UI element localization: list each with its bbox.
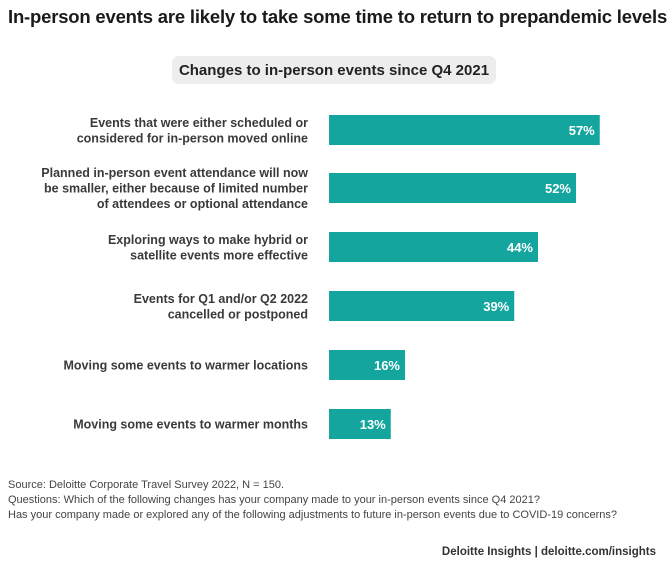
value-label-5: 16% xyxy=(374,358,400,373)
bar-1 xyxy=(329,115,600,145)
bar-4 xyxy=(329,291,515,321)
bar-5 xyxy=(329,350,405,380)
category-label-5: Moving some events to warmer locations xyxy=(63,359,308,373)
category-label-3: Exploring ways to make hybrid or satellit… xyxy=(108,233,308,263)
bar-chart: 57% Events that were either scheduled or c… xyxy=(41,115,600,439)
bar-6 xyxy=(329,409,391,439)
category-label-2: Planned in-person event attendance will … xyxy=(41,166,308,211)
value-label-4: 39% xyxy=(483,299,509,314)
chart-title: In-person events are likely to take some… xyxy=(8,6,668,27)
category-label-4: Events for Q1 and/or Q2 2022 cancelled or… xyxy=(134,292,308,322)
value-label-2: 52% xyxy=(545,181,571,196)
question-note-2: Has your company made or explored any of… xyxy=(8,509,617,521)
category-label-1: Events that were either scheduled or cons… xyxy=(77,116,308,146)
credit-line: Deloitte Insights | deloitte.com/insight… xyxy=(441,546,656,558)
category-label-6: Moving some events to warmer months xyxy=(73,418,308,432)
chart-subtitle: Changes to in-person events since Q4 202… xyxy=(172,56,496,84)
bar-2 xyxy=(329,173,576,203)
value-label-6: 13% xyxy=(360,417,386,432)
value-label-3: 44% xyxy=(507,240,533,255)
question-note-1: Questions: Which of the following change… xyxy=(8,494,540,506)
bar-3 xyxy=(329,232,538,262)
value-label-1: 57% xyxy=(569,123,595,138)
chart-notes: Source: Deloitte Corporate Travel Survey… xyxy=(8,478,648,523)
source-note: Source: Deloitte Corporate Travel Survey… xyxy=(8,479,285,491)
